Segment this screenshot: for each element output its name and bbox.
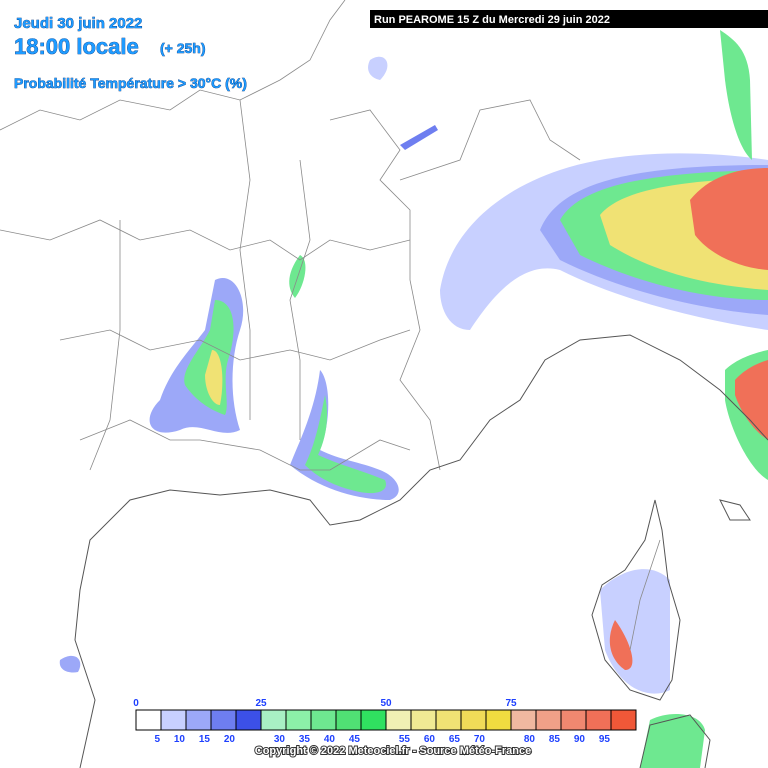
probability-field	[59, 30, 768, 768]
legend-swatch	[460, 709, 487, 731]
legend-swatch	[285, 709, 312, 731]
legend-swatch	[135, 709, 162, 731]
legend-swatch	[185, 709, 212, 731]
legend-label: 45	[349, 734, 361, 745]
forecast-date: Jeudi 30 juin 2022	[14, 15, 142, 32]
legend-swatch	[235, 709, 262, 731]
legend-swatch	[585, 709, 612, 731]
parameter-title: Probabilité Température > 30°C (%)	[14, 75, 247, 91]
legend-swatch	[385, 709, 412, 731]
legend-label: 55	[399, 734, 411, 745]
legend-swatch	[435, 709, 462, 731]
legend-swatch	[360, 709, 387, 731]
legend-label: 90	[574, 734, 586, 745]
legend-label: 35	[299, 734, 311, 745]
legend-label: 80	[524, 734, 536, 745]
legend-label: 85	[549, 734, 561, 745]
legend-label: 30	[274, 734, 286, 745]
legend-label: 65	[449, 734, 461, 745]
legend-swatch	[535, 709, 562, 731]
legend: 5 10 15 20 30 35 40 45 55 60 65 70 80 85 90 95 0 25 50 75	[133, 698, 637, 745]
legend-tick: 50	[380, 698, 392, 709]
coastline	[74, 334, 768, 768]
legend-label: 70	[474, 734, 486, 745]
run-banner	[370, 10, 768, 28]
legend-swatch	[310, 709, 337, 731]
legend-tick: 0	[133, 698, 139, 709]
legend-label: 60	[424, 734, 436, 745]
legend-swatch	[485, 709, 512, 731]
legend-swatch	[560, 709, 587, 731]
legend-label: 40	[324, 734, 336, 745]
legend-tick: 25	[255, 698, 267, 709]
borders	[0, 0, 661, 651]
legend-swatch	[335, 709, 362, 731]
legend-label: 5	[154, 734, 160, 745]
legend-label: 10	[174, 734, 186, 745]
run-label: Run PEAROME 15 Z du Mercredi 29 juin 202…	[374, 14, 610, 26]
legend-swatch	[510, 709, 537, 731]
legend-label: 95	[599, 734, 611, 745]
legend-swatch	[260, 709, 287, 731]
forecast-lead: (+ 25h)	[160, 40, 206, 56]
legend-label: 20	[224, 734, 236, 745]
legend-swatch	[410, 709, 437, 731]
legend-tick: 75	[505, 698, 517, 709]
legend-swatch	[160, 709, 187, 731]
legend-swatch	[610, 709, 637, 731]
copyright: Copyright © 2022 Meteociel.fr - Source M…	[255, 745, 531, 757]
legend-swatch	[210, 709, 237, 731]
legend-label: 15	[199, 734, 211, 745]
forecast-time: 18:00 locale	[14, 34, 139, 59]
